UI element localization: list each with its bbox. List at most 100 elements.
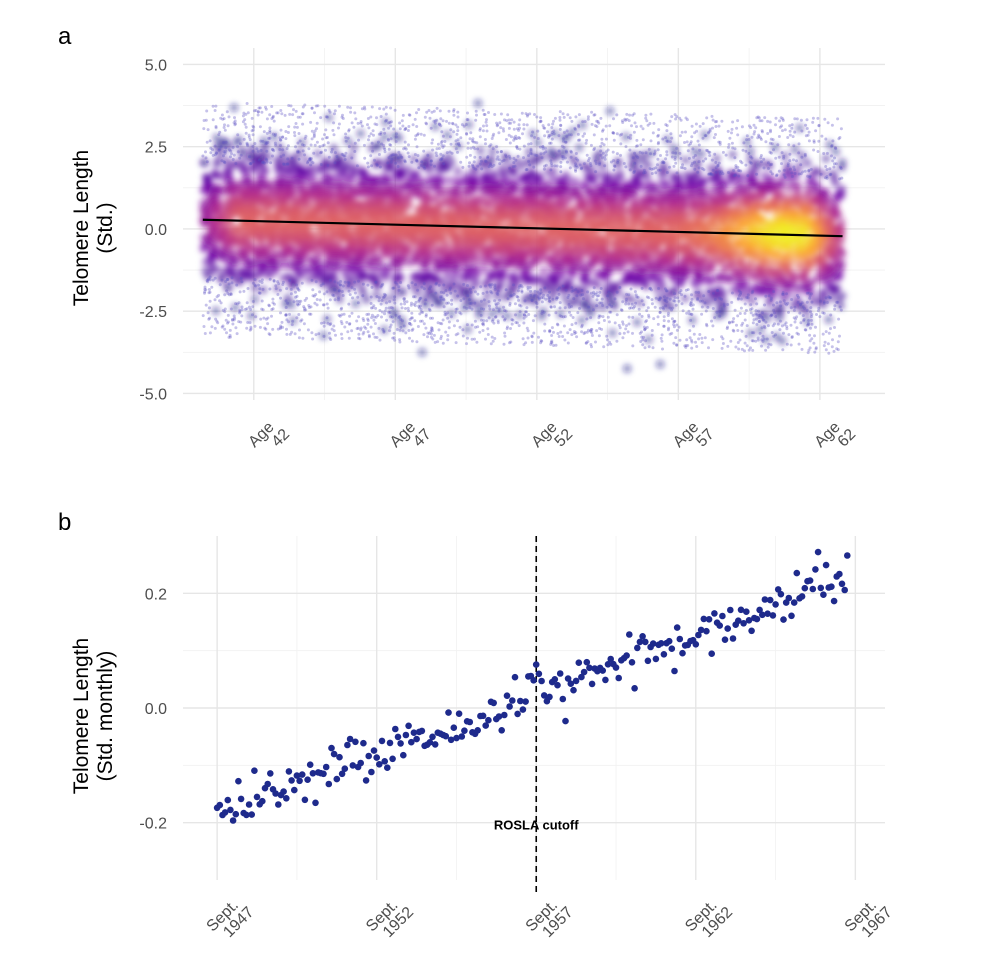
a-density-point: [688, 316, 697, 325]
a-density-point: [443, 130, 452, 140]
a-density-point: [452, 238, 461, 248]
a-density-point: [568, 270, 578, 279]
a-density-point: [784, 261, 793, 270]
a-density-point: [480, 265, 489, 275]
a-density-point: [217, 252, 226, 261]
a-density-point: [339, 249, 349, 259]
a-density-point: [699, 199, 709, 208]
a-density-point: [269, 190, 278, 200]
a-density-point: [708, 185, 717, 194]
a-density-point: [640, 150, 649, 160]
a-density-point: [585, 198, 595, 208]
panel-a-density-cloud: [198, 99, 847, 373]
a-density-point: [343, 136, 352, 145]
a-density-point: [769, 196, 778, 206]
a-density-point: [199, 244, 208, 254]
a-density-point: [239, 166, 248, 175]
a-density-point: [767, 267, 776, 276]
a-density-point: [780, 241, 789, 251]
a-density-point: [509, 212, 518, 221]
a-density-point: [518, 203, 528, 213]
a-density-point: [721, 206, 730, 215]
a-density-point: [321, 176, 331, 185]
a-density-point: [198, 198, 208, 208]
a-density-point: [539, 249, 548, 258]
a-density-point: [451, 186, 461, 195]
a-density-point: [308, 182, 317, 191]
a-density-point: [389, 244, 398, 253]
a-density-body: [198, 99, 847, 373]
a-density-point: [685, 191, 695, 201]
a-density-point: [463, 325, 472, 334]
a-density-point: [766, 249, 775, 258]
a-density-point: [532, 157, 542, 166]
a-density-point: [746, 147, 755, 156]
a-density-point: [829, 202, 839, 211]
a-density-point: [761, 182, 771, 191]
a-density-point: [821, 193, 831, 202]
a-density-point: [359, 271, 369, 281]
a-density-point: [706, 263, 715, 273]
a-density-point: [343, 273, 353, 282]
a-density-point: [819, 288, 829, 298]
a-density-point: [415, 243, 424, 252]
a-density-point: [376, 205, 385, 214]
a-density-point: [775, 223, 785, 232]
a-density-point: [622, 193, 631, 203]
a-density-point: [391, 272, 401, 281]
a-density-point: [656, 360, 665, 369]
a-density-point: [463, 178, 472, 187]
a-density-point: [212, 160, 221, 169]
a-density-point: [426, 239, 436, 248]
a-density-point: [301, 265, 311, 274]
a-density-point: [615, 265, 624, 274]
a-density-point: [458, 196, 467, 205]
a-density-point: [631, 213, 641, 222]
a-density-point: [744, 267, 753, 277]
a-density-point: [803, 317, 812, 326]
a-density-point: [443, 176, 453, 185]
a-density-point: [568, 127, 578, 136]
a-density-point: [794, 263, 804, 272]
a-density-point: [329, 260, 339, 269]
a-density-point: [420, 232, 430, 241]
a-density-point: [283, 293, 293, 303]
a-density-point: [390, 284, 399, 293]
a-density-point: [343, 229, 352, 238]
a-density-point: [385, 163, 394, 172]
a-density-point: [833, 295, 843, 304]
a-density-point: [256, 234, 265, 244]
a-density-point: [647, 149, 656, 158]
a-density-point: [343, 262, 352, 272]
a-density-point: [362, 234, 371, 244]
a-density-point: [571, 177, 580, 186]
a-density-point: [483, 213, 492, 222]
a-density-point: [255, 171, 265, 180]
a-density-point: [464, 247, 473, 256]
a-density-point: [623, 271, 633, 281]
a-density-point: [407, 172, 416, 182]
a-density-point: [490, 169, 499, 178]
a-density-point: [530, 258, 539, 267]
a-density-point: [772, 259, 781, 268]
a-density-point: [203, 207, 212, 217]
a-density-point: [616, 202, 625, 211]
a-density-point: [676, 198, 686, 207]
a-density-point: [438, 287, 448, 296]
a-density-point: [430, 173, 440, 183]
a-density-point: [200, 220, 209, 229]
a-density-point: [578, 120, 587, 130]
a-density-point: [444, 245, 453, 255]
a-density-point: [828, 239, 837, 249]
a-density-point: [486, 155, 496, 165]
a-density-point: [589, 252, 598, 261]
a-density-point: [522, 193, 531, 202]
a-density-point: [201, 172, 211, 182]
a-density-point: [589, 177, 599, 186]
a-density-point: [697, 188, 706, 197]
a-density-point: [243, 174, 252, 184]
a-density-point: [714, 274, 723, 283]
a-density-point: [229, 241, 238, 250]
a-density-point: [349, 143, 359, 152]
